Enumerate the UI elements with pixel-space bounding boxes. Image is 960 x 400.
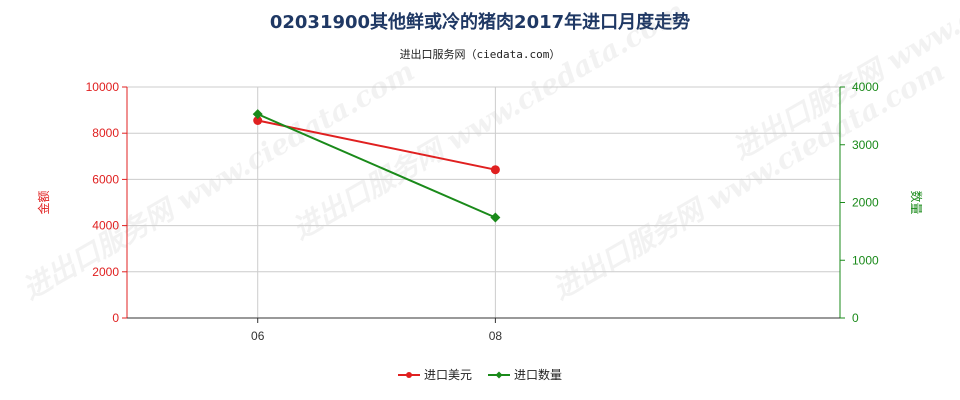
x-tick-label: 06 — [251, 329, 265, 343]
legend-label-2: 进口数量 — [514, 367, 562, 382]
plot-area: 0 2000 4000 6000 8000 10000 0 1000 2000 3000 4000 0… — [36, 80, 924, 382]
legend-label-1: 进口美元 — [424, 368, 472, 382]
left-tick-label: 6000 — [92, 172, 119, 186]
chart-subtitle: 进出口服务网（ciedata.com） — [399, 48, 561, 61]
series-point-1 — [253, 115, 263, 125]
right-tick-label: 1000 — [852, 253, 879, 267]
left-tick-label: 0 — [112, 311, 119, 325]
right-axis-label: 数量 — [909, 190, 924, 214]
left-tick-label: 8000 — [92, 126, 119, 140]
right-tick-label: 4000 — [852, 80, 879, 94]
series-point-1 — [490, 165, 500, 175]
x-tick-label: 08 — [489, 329, 503, 343]
left-axis-label: 金额 — [36, 190, 51, 214]
series-point-2 — [490, 212, 501, 223]
watermark-layer: 进出口服务网 www.ciedata.com 进出口服务网 www.ciedat… — [17, 0, 960, 306]
left-tick-label: 10000 — [86, 80, 120, 94]
left-tick-label: 4000 — [92, 219, 119, 233]
right-tick-label: 0 — [852, 311, 859, 325]
right-tick-label: 3000 — [852, 138, 879, 152]
series-line-1 — [257, 119, 496, 171]
chart-title: 02031900其他鲜或冷的猪肉2017年进口月度走势 — [269, 12, 691, 33]
series-point-2 — [252, 109, 263, 120]
left-tick-label: 2000 — [92, 265, 119, 279]
right-tick-label: 2000 — [852, 196, 879, 210]
series-line-2 — [257, 113, 496, 219]
watermark-text: 进出口服务网 www.ciedata.com — [547, 54, 950, 306]
legend-marker-2 — [495, 371, 503, 379]
legend-marker-1 — [406, 372, 412, 378]
